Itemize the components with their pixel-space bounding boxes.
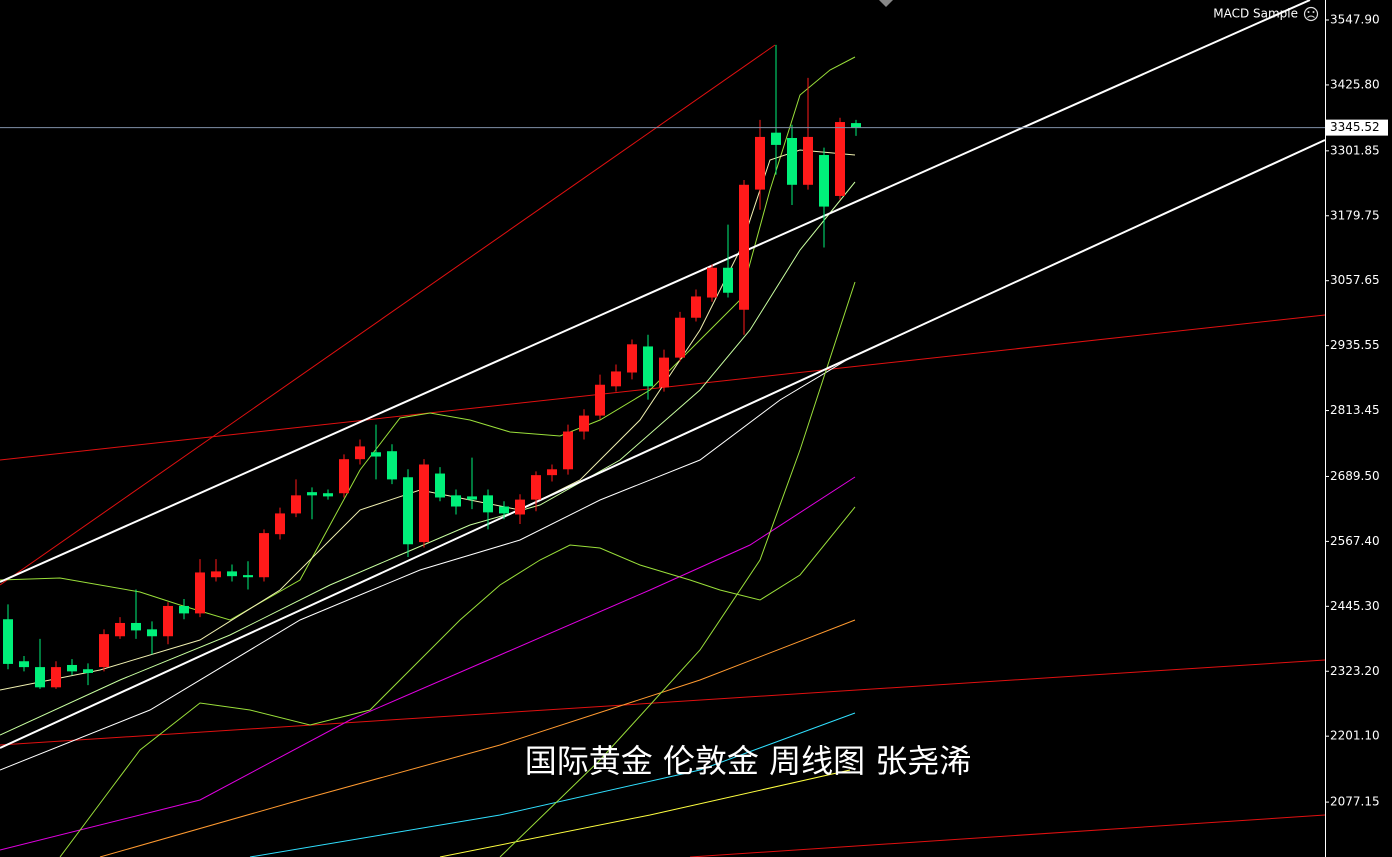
candle-body [419,464,429,543]
candle-body [195,572,205,614]
candle-body [179,605,189,614]
moving-average [0,476,856,851]
candle-body [355,446,365,460]
candle-body [387,451,397,480]
candle-body [467,496,477,500]
candle-body [547,469,557,476]
y-tick-label: 3179.75 [1330,208,1380,222]
y-tick-label: 3057.65 [1330,273,1380,287]
candle-body [611,371,621,387]
candle-body [307,492,317,496]
moving-average [99,619,856,857]
y-tick-label: 2567.40 [1330,534,1380,548]
candle-body [67,664,77,672]
candle-body [243,575,253,578]
y-tick-label: 2813.45 [1330,403,1380,417]
moving-average [0,354,856,771]
icon-eye [1307,11,1310,13]
y-tick-label: 2445.30 [1330,599,1380,613]
y-tick-label: 2077.15 [1330,795,1380,809]
candle-body [83,669,93,673]
candle-body [579,415,589,432]
candle-body [643,346,653,387]
candle-body [499,506,509,514]
candle-body [115,622,125,637]
indicator-icon [1303,6,1319,22]
candle-body [835,122,845,196]
icon-face [1303,6,1319,22]
y-tick-label: 2201.10 [1330,729,1380,743]
candle-body [35,667,45,688]
moving-average [439,769,851,857]
moving-average [0,181,856,736]
candle-body [259,533,269,578]
candle-body [627,344,637,373]
candle-body [211,571,221,578]
trend-line [0,659,1326,746]
candle-body [595,384,605,416]
candle-body [227,571,237,577]
candle-body [435,473,445,498]
candle-body [371,452,381,457]
y-tick-label: 2323.20 [1330,664,1380,678]
candle-body [563,431,573,470]
scroll-marker [879,0,893,7]
moving-average [249,712,856,857]
y-tick-label: 3547.90 [1330,12,1380,26]
trend-line [0,44,776,586]
candle-body [403,477,413,545]
last-price-box [1326,119,1388,136]
moving-average [499,281,856,857]
icon-mouth [1307,15,1315,18]
candle-body [755,136,765,190]
candle-body [163,605,173,637]
y-tick-label: 2935.55 [1330,338,1380,352]
last-price-label: 3345.52 [1330,120,1380,134]
candle-body [131,622,141,631]
candle-body [723,267,733,293]
candle-body [291,495,301,514]
candle-body [99,634,109,668]
candle-body [339,459,349,494]
candle-body [3,619,13,664]
candle-body [147,629,157,637]
y-tick-label: 3301.85 [1330,143,1380,157]
trend-line [689,814,1326,857]
indicator-label: MACD Sample [1213,7,1298,21]
candle-body [851,123,861,128]
candle-body [771,132,781,145]
candle-body [515,499,525,515]
channel-line [0,0,1311,583]
candle-body [675,317,685,358]
candle-body [787,137,797,185]
icon-eye [1312,11,1315,13]
candle-body [707,267,717,298]
annotation: 国际黄金 伦敦金 周线图 张尧浠 [525,742,972,780]
candle-body [739,184,749,310]
candle-body [451,495,461,507]
candle-body [51,667,61,688]
candle-body [483,495,493,513]
trend-line [0,314,1326,461]
y-tick-label: 3425.80 [1330,77,1380,91]
candle-body [19,661,29,668]
candle-body [275,513,285,535]
candle-body [323,493,333,497]
y-tick-label: 2689.50 [1330,469,1380,483]
candle-body [691,296,701,318]
candle-body [803,136,813,185]
candle-body [659,357,669,388]
candle-body [819,155,829,207]
candle-body [531,475,541,500]
moving-average [59,506,856,857]
channel-line [0,139,1326,749]
